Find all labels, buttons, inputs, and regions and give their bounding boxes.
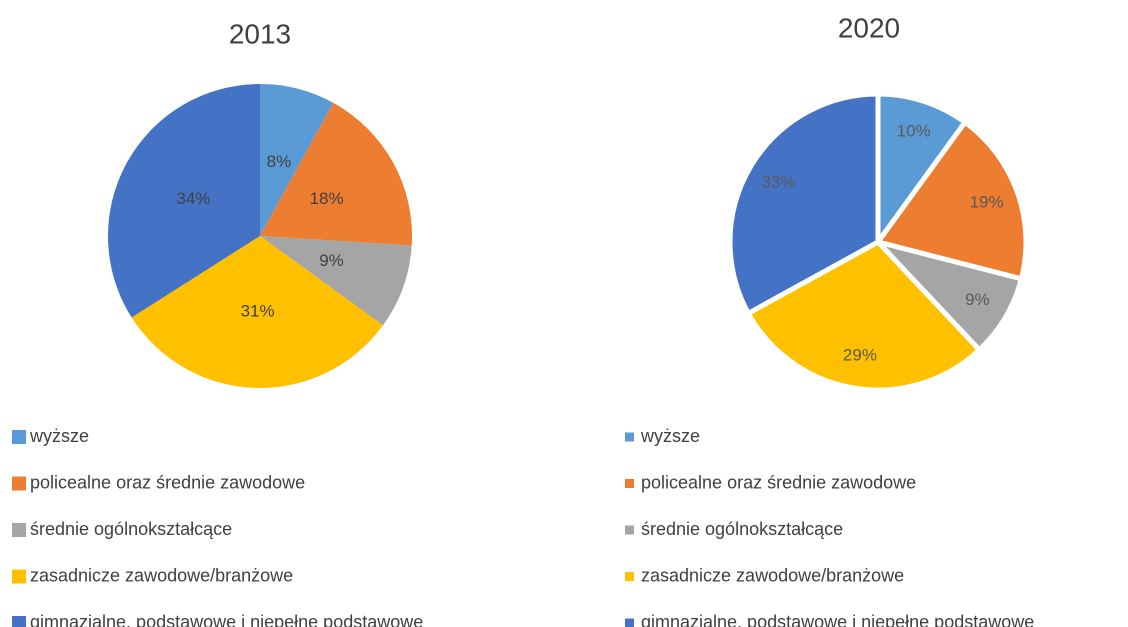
chart-title: 2013 <box>229 18 291 49</box>
data-label: 9% <box>965 290 990 309</box>
data-label: 10% <box>897 122 931 141</box>
legend-label: wyższe <box>640 426 700 446</box>
legend-label: średnie ogólnokształcące <box>30 519 232 539</box>
legend-label: wyższe <box>29 426 89 446</box>
legend-label: zasadnicze zawodowe/branżowe <box>641 565 904 585</box>
data-label: 29% <box>843 346 877 365</box>
pie-slice <box>107 84 260 318</box>
pie-slice <box>875 91 969 250</box>
legend-swatch <box>625 432 634 442</box>
legend-swatch <box>625 618 634 627</box>
data-label: 9% <box>319 251 344 270</box>
data-label: 34% <box>176 189 210 208</box>
pie-slice <box>131 236 383 388</box>
legend-swatch <box>12 476 26 491</box>
pie-slice <box>744 238 983 393</box>
pie-slice <box>260 236 412 326</box>
data-label: 18% <box>310 189 344 208</box>
legend-label: zasadnicze zawodowe/branżowe <box>30 565 293 585</box>
pie-slice <box>260 102 412 246</box>
pie-slice <box>727 91 881 317</box>
legend-swatch <box>625 572 634 581</box>
legend-swatch <box>625 525 634 535</box>
pie-slice <box>260 84 334 236</box>
legend-swatch <box>12 430 26 444</box>
legend-label: policealne oraz średnie zawodowe <box>30 472 305 492</box>
data-label: 8% <box>267 152 292 171</box>
legend-label: gimnazjalne, podstawowe i niepełne podst… <box>30 612 423 627</box>
chart-title: 2020 <box>838 12 900 43</box>
data-label: 19% <box>970 192 1004 211</box>
legend-label: gimnazjalne, podstawowe i niepełne podst… <box>641 612 1034 627</box>
legend-swatch <box>12 523 26 537</box>
legend-label: średnie ogólnokształcące <box>641 519 843 539</box>
legend-swatch <box>12 569 26 584</box>
legend-swatch <box>625 479 634 488</box>
legend-swatch <box>12 616 26 627</box>
data-label: 31% <box>241 301 275 320</box>
pie-slice <box>873 118 1029 282</box>
data-label: 33% <box>762 173 796 192</box>
legend-label: policealne oraz średnie zawodowe <box>641 472 916 492</box>
